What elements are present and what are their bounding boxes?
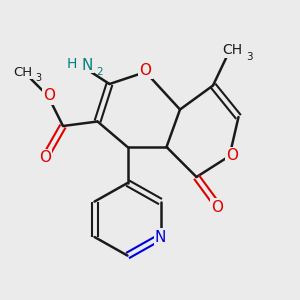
Text: H: H — [66, 57, 76, 71]
Text: CH: CH — [222, 44, 243, 57]
Text: O: O — [39, 150, 51, 165]
Text: 3: 3 — [35, 73, 41, 83]
Text: N: N — [155, 230, 166, 244]
Text: O: O — [140, 63, 152, 78]
Text: O: O — [226, 148, 238, 164]
Text: 3: 3 — [246, 52, 252, 62]
Text: N: N — [82, 58, 93, 73]
Text: 2: 2 — [96, 67, 103, 77]
Text: O: O — [44, 88, 56, 104]
Text: CH: CH — [13, 65, 32, 79]
Text: O: O — [212, 200, 224, 214]
